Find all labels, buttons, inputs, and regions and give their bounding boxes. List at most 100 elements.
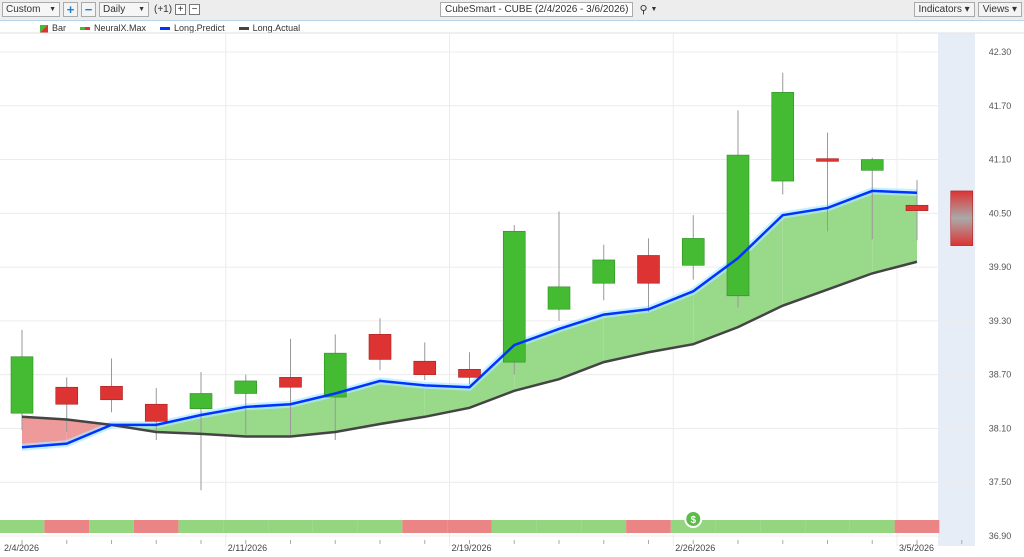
- legend-bar: Bar: [40, 23, 66, 33]
- x-tick-label: 3/5/2026: [899, 543, 934, 553]
- candle-body: [368, 334, 392, 360]
- views-button[interactable]: Views ▾: [977, 2, 1022, 17]
- y-tick-label: 41.10: [989, 155, 1012, 165]
- signal-strip-segment: [760, 520, 806, 533]
- y-tick-label: 42.30: [989, 47, 1012, 57]
- long-actual-line: [21, 260, 918, 438]
- y-tick-label: 41.70: [989, 101, 1012, 111]
- candle-body: [144, 403, 168, 422]
- chart-title[interactable]: CubeSmart - CUBE (2/4/2026 - 3/6/2026): [440, 2, 634, 17]
- chevron-down-icon: ▼: [49, 6, 56, 13]
- y-tick-label: 37.50: [989, 477, 1012, 487]
- candle-body: [100, 386, 123, 401]
- search-icon[interactable]: ⚲: [639, 4, 648, 16]
- candle-body: [10, 356, 34, 414]
- legend-label: Long.Predict: [174, 23, 225, 33]
- signal-strip-segment: [357, 520, 403, 533]
- y-tick-label: 38.70: [989, 370, 1012, 380]
- signal-strip-segment: [805, 520, 850, 533]
- signal-strip-segment: [626, 520, 671, 533]
- forecast-candle: [950, 190, 974, 246]
- predict-swatch-icon: [160, 27, 171, 31]
- signal-strip-segment: [491, 520, 537, 533]
- spread-fill: [782, 207, 828, 306]
- candle-body: [816, 158, 839, 162]
- forecast-region: [938, 33, 975, 546]
- zoom-in-button[interactable]: +: [63, 2, 78, 17]
- indicators-button[interactable]: Indicators ▾: [913, 2, 975, 17]
- candle-body: [458, 368, 481, 378]
- legend-long-predict: Long.Predict: [160, 23, 225, 33]
- signal-strip-segment: [894, 520, 940, 533]
- chevron-down-icon: ▾: [964, 4, 970, 15]
- candle-body: [189, 393, 213, 410]
- signal-strip-segment: [89, 520, 134, 533]
- views-label: Views: [982, 4, 1010, 15]
- candle-body: [860, 159, 884, 171]
- candle-body: [234, 380, 258, 394]
- legend: Bar NeuralX.Max Long.Predict Long.Actual: [40, 23, 300, 33]
- candle-body: [413, 360, 437, 375]
- signal-strip-segment: [715, 520, 761, 533]
- candle-body: [547, 286, 571, 310]
- spread-fill: [827, 190, 873, 290]
- long-predict-line: [21, 189, 918, 449]
- neuralx-swatch-icon: [80, 27, 91, 31]
- signal-strip-segment: [178, 520, 224, 533]
- candle-body: [55, 386, 79, 405]
- signal-strip-segment: [312, 520, 358, 533]
- interval-select[interactable]: Daily ▼: [99, 2, 149, 17]
- candle-body: [681, 238, 705, 266]
- range-select-value: Custom: [6, 4, 41, 15]
- actual-swatch-icon: [238, 27, 249, 31]
- zoom-out-button[interactable]: −: [81, 2, 96, 17]
- candle-body: [905, 204, 929, 211]
- x-tick-label: 2/11/2026: [228, 543, 267, 553]
- toolbar: Custom ▼ + − Daily ▼ (+1) + − CubeSmart - …: [0, 0, 1024, 21]
- toolbar-left-group: Custom ▼ + − Daily ▼ (+1) + −: [2, 2, 201, 17]
- spread-fill: [603, 309, 649, 363]
- candle-body: [637, 255, 660, 284]
- indicators-label: Indicators: [918, 4, 962, 15]
- candle-body: [592, 259, 616, 284]
- spread-fill: [559, 314, 604, 380]
- legend-label: Long.Actual: [252, 23, 301, 33]
- legend-label: NeuralX.Max: [94, 23, 147, 33]
- signal-strip-segment: [44, 520, 90, 533]
- x-tick-label: 2/4/2026: [4, 543, 39, 553]
- price-chart[interactable]: 42.30 41.70 41.10 40.50 39.90 39.30 38.70 38.10…: [0, 20, 1024, 557]
- spread-fill: [245, 404, 291, 437]
- signal-strip-segment: [0, 520, 45, 533]
- signal-strip-segment: [402, 520, 448, 533]
- offset-label: (+1): [154, 4, 173, 15]
- x-tick-label: 2/19/2026: [452, 543, 492, 553]
- y-tick-label: 36.90: [989, 531, 1012, 541]
- x-tick-label: 2/26/2026: [675, 543, 715, 553]
- candle-body: [323, 352, 347, 398]
- toolbar-right-group: Indicators ▾ Views ▾: [913, 2, 1022, 17]
- signal-strip-segment: [536, 520, 582, 533]
- chevron-down-icon: ▼: [138, 6, 145, 13]
- chevron-down-icon[interactable]: ▼: [650, 6, 658, 13]
- signal-strip-segment: [268, 520, 313, 533]
- interval-select-value: Daily: [103, 4, 126, 15]
- spread-fill: [22, 416, 67, 448]
- y-tick-label: 38.10: [989, 423, 1012, 433]
- y-tick-label: 39.30: [989, 316, 1012, 326]
- spread-fill: [738, 215, 783, 328]
- offset-plus-button[interactable]: +: [175, 4, 187, 15]
- spread-fill: [872, 190, 917, 274]
- range-select[interactable]: Custom ▼: [2, 2, 60, 17]
- legend-neuralx: NeuralX.Max: [80, 23, 146, 33]
- y-tick-label: 39.90: [989, 262, 1012, 272]
- offset-minus-button[interactable]: −: [189, 4, 201, 15]
- signal-strip-segment: [447, 520, 492, 533]
- spread-fill: [380, 380, 425, 424]
- toolbar-center-group: CubeSmart - CUBE (2/4/2026 - 3/6/2026) ⚲…: [440, 2, 657, 17]
- candle-body: [726, 154, 750, 297]
- dollar-signal-label: $: [690, 515, 696, 526]
- y-tick-label: 40.50: [989, 208, 1012, 218]
- signal-strip-segment: [223, 520, 269, 533]
- bar-swatch-icon: [40, 24, 48, 33]
- candle-body: [502, 230, 526, 363]
